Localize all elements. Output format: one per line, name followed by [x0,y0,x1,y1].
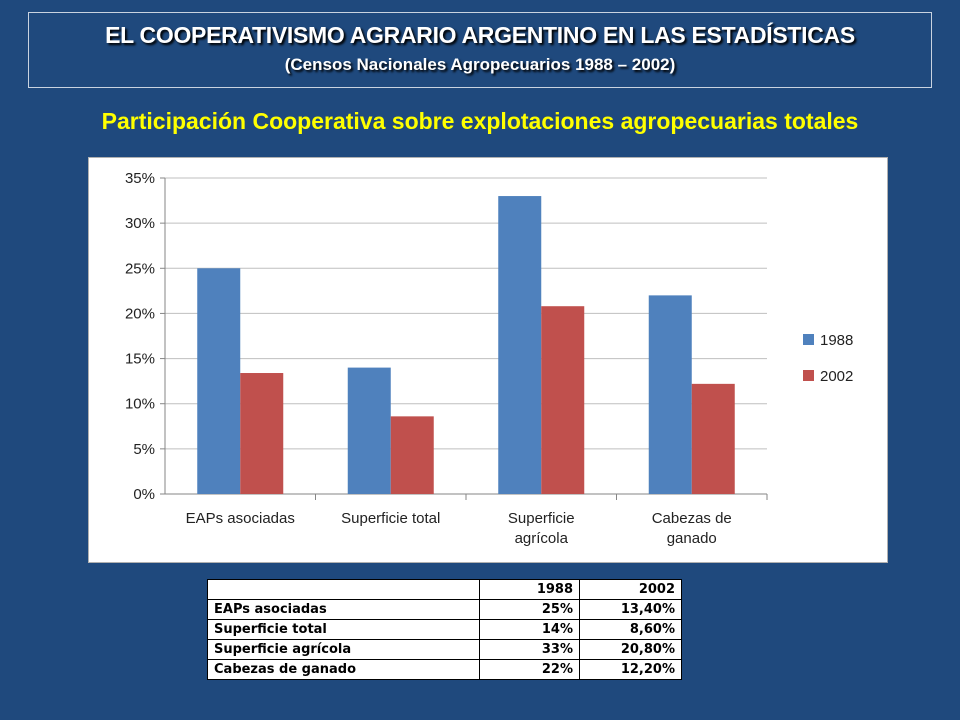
legend-label: 2002 [820,368,853,385]
y-tick-label: 0% [133,486,155,503]
bar-1988 [498,196,542,495]
table-header-cell: 1988 [479,579,580,600]
legend-label: 1988 [820,332,853,349]
x-category-label: Superficie total [341,510,440,527]
bar-1988 [347,367,391,494]
y-tick-label: 10% [125,396,155,413]
legend-swatch [803,334,814,345]
table-header-cell [207,579,480,600]
table-row: Superficie agrícola 33% 20,80% [207,639,682,660]
bar-1988 [648,295,692,494]
data-table: 1988 2002 EAPs asociadas 25% 13,40% Supe… [207,579,682,680]
y-tick-label: 35% [125,170,155,187]
table-cell: 13,40% [579,599,682,620]
table-cell: EAPs asociadas [207,599,480,620]
bar-2002 [390,416,434,494]
title-box: EL COOPERATIVISMO AGRARIO ARGENTINO EN L… [28,12,932,88]
table-cell: 33% [479,639,580,660]
y-tick-label: 15% [125,351,155,368]
table-header-row: 1988 2002 [207,579,682,600]
table-cell: Superficie total [207,619,480,640]
table-header-cell: 2002 [579,579,682,600]
table-cell: 20,80% [579,639,682,660]
y-tick-label: 20% [125,305,155,322]
bar-2002 [541,306,585,494]
table-cell: 14% [479,619,580,640]
table-cell: Cabezas de ganado [207,659,480,680]
chart-area: 0% 5% 10% 15% 20% 25% 30% 35% EAPs asociadas Supe… [88,157,888,563]
table-cell: Superficie agrícola [207,639,480,660]
table-row: Superficie total 14% 8,60% [207,619,682,640]
slide-title: EL COOPERATIVISMO AGRARIO ARGENTINO EN L… [105,22,855,48]
bar-2002 [691,383,735,494]
y-tick-label: 25% [125,260,155,277]
table-row: Cabezas de ganado 22% 12,20% [207,659,682,680]
table-cell: 25% [479,599,580,620]
slide-subtitle: (Censos Nacionales Agropecuarios 1988 – … [284,55,676,74]
legend-swatch [803,370,814,381]
x-category-label: EAPs asociadas [186,510,295,527]
table-cell: 12,20% [579,659,682,680]
x-category-label: Superficie [508,510,575,527]
x-category-label: agrícola [515,530,569,547]
table-row: EAPs asociadas 25% 13,40% [207,599,682,620]
table-cell: 8,60% [579,619,682,640]
table-cell: 22% [479,659,580,680]
chart-heading: Participación Cooperativa sobre explotac… [101,108,859,134]
x-category-label: Cabezas de [652,510,732,527]
bar-2002 [240,373,284,494]
y-tick-label: 30% [125,215,155,232]
bar-1988 [197,268,241,494]
y-tick-label: 5% [133,441,155,458]
bar-chart: 0% 5% 10% 15% 20% 25% 30% 35% EAPs asociadas Supe… [125,170,853,547]
x-category-label: ganado [667,530,717,547]
